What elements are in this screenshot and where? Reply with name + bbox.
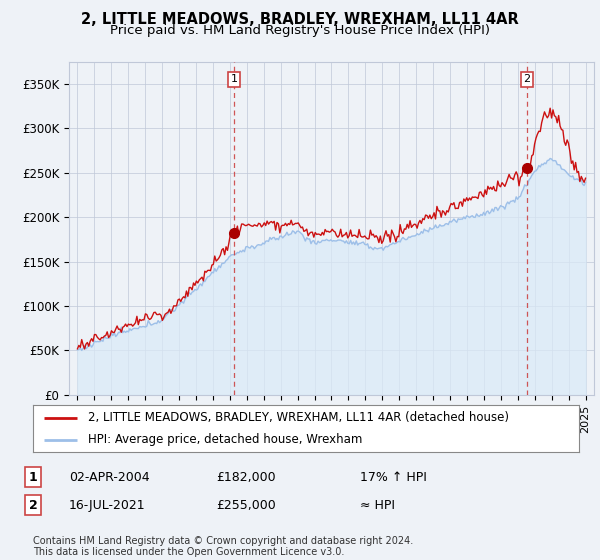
- Text: 17% ↑ HPI: 17% ↑ HPI: [360, 470, 427, 484]
- Text: £255,000: £255,000: [216, 498, 276, 512]
- Text: 2, LITTLE MEADOWS, BRADLEY, WREXHAM, LL11 4AR (detached house): 2, LITTLE MEADOWS, BRADLEY, WREXHAM, LL1…: [88, 411, 509, 424]
- Text: 2: 2: [29, 498, 37, 512]
- Text: Contains HM Land Registry data © Crown copyright and database right 2024.
This d: Contains HM Land Registry data © Crown c…: [33, 535, 413, 557]
- Text: £182,000: £182,000: [216, 470, 275, 484]
- Text: 2, LITTLE MEADOWS, BRADLEY, WREXHAM, LL11 4AR: 2, LITTLE MEADOWS, BRADLEY, WREXHAM, LL1…: [81, 12, 519, 27]
- Text: HPI: Average price, detached house, Wrexham: HPI: Average price, detached house, Wrex…: [88, 433, 362, 446]
- Text: 1: 1: [230, 74, 238, 85]
- Text: 16-JUL-2021: 16-JUL-2021: [69, 498, 146, 512]
- Text: 2: 2: [523, 74, 530, 85]
- Text: Price paid vs. HM Land Registry's House Price Index (HPI): Price paid vs. HM Land Registry's House …: [110, 24, 490, 37]
- Text: 02-APR-2004: 02-APR-2004: [69, 470, 149, 484]
- Text: ≈ HPI: ≈ HPI: [360, 498, 395, 512]
- Text: 1: 1: [29, 470, 37, 484]
